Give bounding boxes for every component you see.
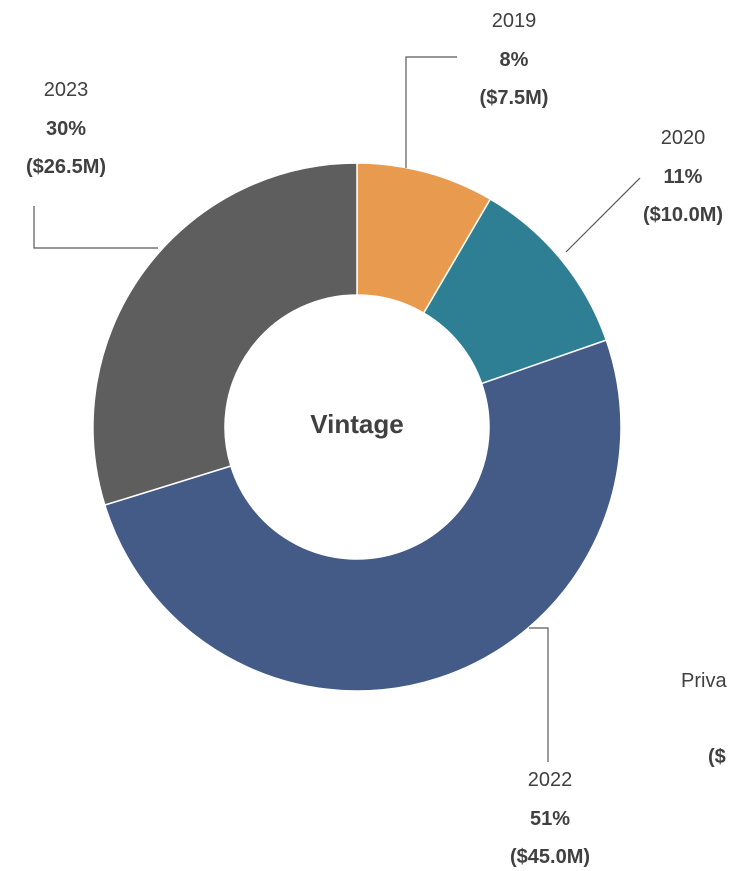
- slice-percent-label: 11%: [664, 166, 703, 188]
- slice-year-label: 2023: [44, 79, 89, 101]
- donut-slice-2023: [92, 162, 358, 506]
- slice-year-label: 2020: [661, 127, 706, 149]
- donut-slice-2022: [103, 339, 622, 692]
- leader-line-2023: [33, 206, 158, 249]
- donut-slices: [92, 162, 622, 692]
- center-label: Vintage: [310, 409, 403, 439]
- slice-label-2019: 2019 8% ($7.5M): [480, 10, 549, 109]
- slice-percent-label: 30%: [46, 118, 86, 140]
- slice-value-label: ($45.0M): [510, 846, 590, 868]
- clipped-label-value: ($: [708, 746, 726, 768]
- leader-line-2019: [405, 56, 457, 168]
- slice-value-label: ($10.0M): [643, 204, 723, 226]
- leader-line-2020: [565, 177, 641, 253]
- slice-year-label: 2022: [528, 769, 573, 791]
- slice-label-2020: 2020 11% ($10.0M): [643, 127, 723, 226]
- slice-year-label: 2019: [492, 10, 537, 32]
- slice-label-2023: 2023 30% ($26.5M): [26, 79, 106, 178]
- slice-value-label: ($26.5M): [26, 156, 106, 178]
- leader-line-2022: [529, 627, 549, 762]
- slice-label-2022: 2022 51% ($45.0M): [510, 769, 590, 868]
- slice-value-label: ($7.5M): [480, 87, 549, 109]
- slice-percent-label: 51%: [530, 808, 570, 830]
- clipped-label-privat: Priva: [681, 670, 727, 692]
- slice-percent-label: 8%: [500, 49, 529, 71]
